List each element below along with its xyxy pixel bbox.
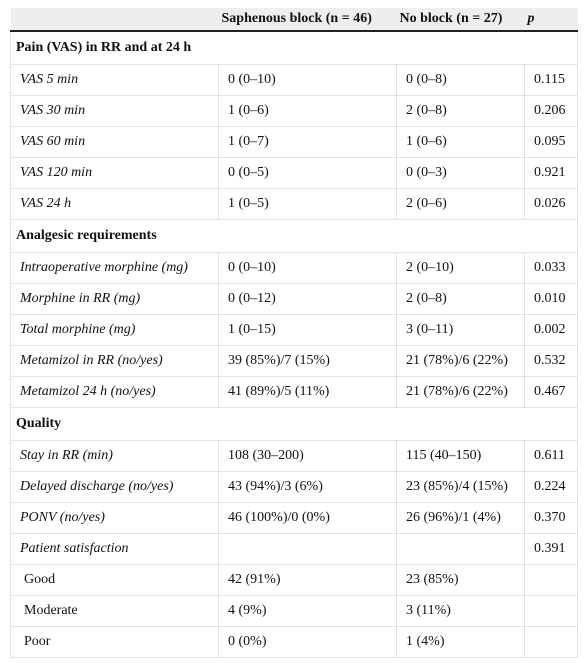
p-value: 0.033 [524, 252, 578, 284]
saphenous-block-value: 39 (85%)/7 (15%) [218, 345, 397, 377]
table-row: PONV (no/yes) 46 (100%)/0 (0%) 26 (96%)/1 … [10, 502, 578, 534]
table-row: Intraoperative morphine (mg) 0 (0–10) 2 (0… [10, 252, 578, 284]
saphenous-block-value: 0 (0–10) [218, 252, 397, 284]
section-title: Quality [10, 407, 578, 441]
table-row: VAS 5 min 0 (0–10) 0 (0–8) 0.115 [10, 64, 578, 96]
no-block-value: 115 (40–150) [396, 440, 525, 472]
no-block-value: 2 (0–8) [396, 283, 525, 315]
p-value: 0.002 [524, 314, 578, 346]
no-block-value [396, 533, 525, 565]
row-label: Stay in RR (min) [10, 440, 219, 472]
no-block-value: 2 (0–8) [396, 95, 525, 127]
p-value [524, 564, 578, 596]
p-value: 0.010 [524, 283, 578, 315]
saphenous-block-value: 42 (91%) [218, 564, 397, 596]
no-block-value: 26 (96%)/1 (4%) [396, 502, 525, 534]
row-label: VAS 120 min [10, 157, 219, 189]
no-block-value: 2 (0–10) [396, 252, 525, 284]
table-row: Morphine in RR (mg) 0 (0–12) 2 (0–8) 0.010 [10, 283, 578, 315]
p-value [524, 595, 578, 627]
p-value: 0.095 [524, 126, 578, 158]
saphenous-block-value: 43 (94%)/3 (6%) [218, 471, 397, 503]
p-value: 0.224 [524, 471, 578, 503]
no-block-value: 3 (0–11) [396, 314, 525, 346]
p-value: 0.391 [524, 533, 578, 565]
results-table: Saphenous block (n = 46) No block (n = 2… [10, 8, 578, 658]
table-row: Moderate 4 (9%) 3 (11%) [10, 595, 578, 627]
table-row: Delayed discharge (no/yes) 43 (94%)/3 (6%… [10, 471, 578, 503]
table-row: Good 42 (91%) 23 (85%) [10, 564, 578, 596]
section-title: Pain (VAS) in RR and at 24 h [10, 31, 578, 65]
saphenous-block-value: 0 (0–5) [218, 157, 397, 189]
header-no-block: No block (n = 27) [396, 8, 525, 32]
row-label: Good [10, 564, 219, 596]
no-block-value: 21 (78%)/6 (22%) [396, 345, 525, 377]
saphenous-block-value: 1 (0–6) [218, 95, 397, 127]
p-value: 0.115 [524, 64, 578, 96]
p-value: 0.206 [524, 95, 578, 127]
row-label: VAS 30 min [10, 95, 219, 127]
table-row: VAS 60 min 1 (0–7) 1 (0–6) 0.095 [10, 126, 578, 158]
section-header-row: Quality [10, 407, 578, 441]
table-row: Stay in RR (min) 108 (30–200) 115 (40–150)… [10, 440, 578, 472]
saphenous-block-value: 4 (9%) [218, 595, 397, 627]
saphenous-block-value: 1 (0–5) [218, 188, 397, 220]
header-row: Saphenous block (n = 46) No block (n = 2… [10, 8, 578, 32]
table-body: Pain (VAS) in RR and at 24 h VAS 5 min 0 (… [10, 31, 578, 658]
row-label: Intraoperative morphine (mg) [10, 252, 219, 284]
row-label: PONV (no/yes) [10, 502, 219, 534]
saphenous-block-value: 46 (100%)/0 (0%) [218, 502, 397, 534]
p-value: 0.921 [524, 157, 578, 189]
p-value: 0.467 [524, 376, 578, 408]
table-row: Patient satisfaction 0.391 [10, 533, 578, 565]
no-block-value: 23 (85%) [396, 564, 525, 596]
no-block-value: 2 (0–6) [396, 188, 525, 220]
table-row: Poor 0 (0%) 1 (4%) [10, 626, 578, 658]
header-variable [10, 8, 219, 32]
saphenous-block-value: 0 (0%) [218, 626, 397, 658]
saphenous-block-value: 0 (0–12) [218, 283, 397, 315]
row-label: Patient satisfaction [10, 533, 219, 565]
section-header-row: Pain (VAS) in RR and at 24 h [10, 31, 578, 65]
header-p-value: p [524, 8, 578, 32]
row-label: VAS 60 min [10, 126, 219, 158]
table-row: VAS 120 min 0 (0–5) 0 (0–3) 0.921 [10, 157, 578, 189]
p-value: 0.532 [524, 345, 578, 377]
row-label: VAS 5 min [10, 64, 219, 96]
p-value: 0.026 [524, 188, 578, 220]
row-label: Total morphine (mg) [10, 314, 219, 346]
p-value: 0.370 [524, 502, 578, 534]
table-row: VAS 30 min 1 (0–6) 2 (0–8) 0.206 [10, 95, 578, 127]
row-label: Morphine in RR (mg) [10, 283, 219, 315]
row-label: VAS 24 h [10, 188, 219, 220]
saphenous-block-value: 1 (0–15) [218, 314, 397, 346]
header-saphenous-block: Saphenous block (n = 46) [218, 8, 397, 32]
row-label: Moderate [10, 595, 219, 627]
table-row: Metamizol 24 h (no/yes) 41 (89%)/5 (11%) 2… [10, 376, 578, 408]
table-row: Metamizol in RR (no/yes) 39 (85%)/7 (15%)… [10, 345, 578, 377]
no-block-value: 3 (11%) [396, 595, 525, 627]
p-value: 0.611 [524, 440, 578, 472]
no-block-value: 23 (85%)/4 (15%) [396, 471, 525, 503]
no-block-value: 21 (78%)/6 (22%) [396, 376, 525, 408]
saphenous-block-value: 41 (89%)/5 (11%) [218, 376, 397, 408]
table-row: Total morphine (mg) 1 (0–15) 3 (0–11) 0.002 [10, 314, 578, 346]
saphenous-block-value [218, 533, 397, 565]
row-label: Metamizol in RR (no/yes) [10, 345, 219, 377]
no-block-value: 0 (0–3) [396, 157, 525, 189]
saphenous-block-value: 0 (0–10) [218, 64, 397, 96]
section-header-row: Analgesic requirements [10, 219, 578, 253]
row-label: Poor [10, 626, 219, 658]
no-block-value: 1 (0–6) [396, 126, 525, 158]
saphenous-block-value: 1 (0–7) [218, 126, 397, 158]
saphenous-block-value: 108 (30–200) [218, 440, 397, 472]
row-label: Delayed discharge (no/yes) [10, 471, 219, 503]
p-value [524, 626, 578, 658]
section-title: Analgesic requirements [10, 219, 578, 253]
no-block-value: 1 (4%) [396, 626, 525, 658]
no-block-value: 0 (0–8) [396, 64, 525, 96]
row-label: Metamizol 24 h (no/yes) [10, 376, 219, 408]
table-header: Saphenous block (n = 46) No block (n = 2… [10, 8, 578, 32]
